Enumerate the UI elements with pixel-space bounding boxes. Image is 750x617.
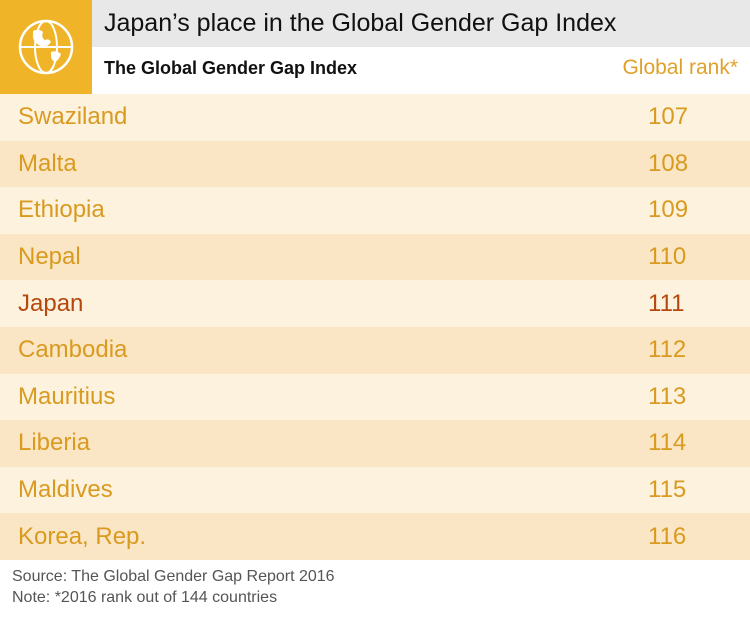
table-row: Swaziland 107 [0, 94, 750, 141]
country-name: Maldives [18, 476, 113, 504]
global-rank: 115 [648, 476, 687, 504]
source-note: Source: The Global Gender Gap Report 201… [12, 568, 335, 585]
global-rank: 109 [648, 196, 689, 224]
global-rank: 116 [648, 522, 687, 550]
table-row: Liberia 114 [0, 420, 750, 467]
column-header-rank: Global rank* [622, 56, 738, 79]
icon-box [0, 0, 92, 94]
table-row: Ethiopia 109 [0, 187, 750, 234]
country-name: Nepal [18, 243, 81, 271]
globe-icon [18, 19, 74, 75]
global-rank: 111 [648, 289, 685, 317]
country-name: Swaziland [18, 103, 128, 131]
rank-table: Swaziland 107 Malta 108 Ethiopia 109 Nepal 110 J… [0, 94, 750, 560]
global-rank: 112 [648, 336, 687, 364]
table-row: Korea, Rep. 116 [0, 513, 750, 560]
global-rank: 110 [648, 243, 687, 271]
country-name: Mauritius [18, 382, 116, 410]
table-row: Nepal 110 [0, 233, 750, 281]
country-name: Ethiopia [18, 196, 105, 224]
country-name: Japan [18, 289, 84, 317]
table-row: Cambodia 112 [0, 326, 750, 374]
rank-note: Note: *2016 rank out of 144 countries [12, 589, 278, 606]
country-name: Korea, Rep. [18, 522, 147, 550]
page-title: Japan’s place in the Global Gender Gap I… [104, 9, 617, 37]
global-rank: 107 [648, 103, 689, 131]
table-row: Maldives 115 [0, 466, 750, 514]
subtitle-bar: The Global Gender Gap Index Global rank* [92, 47, 750, 94]
table-row: Japan 111 [0, 280, 750, 327]
title-bar: Japan’s place in the Global Gender Gap I… [92, 0, 750, 47]
global-rank: 114 [648, 429, 687, 457]
country-name: Cambodia [18, 336, 128, 364]
country-name: Malta [18, 149, 77, 177]
table-row: Mauritius 113 [0, 373, 750, 421]
global-rank: 108 [648, 149, 689, 177]
table-subtitle: The Global Gender Gap Index [104, 58, 358, 78]
footer: Source: The Global Gender Gap Report 201… [12, 566, 335, 608]
country-name: Liberia [18, 429, 91, 457]
table-row: Malta 108 [0, 140, 750, 188]
global-rank: 113 [648, 382, 687, 410]
